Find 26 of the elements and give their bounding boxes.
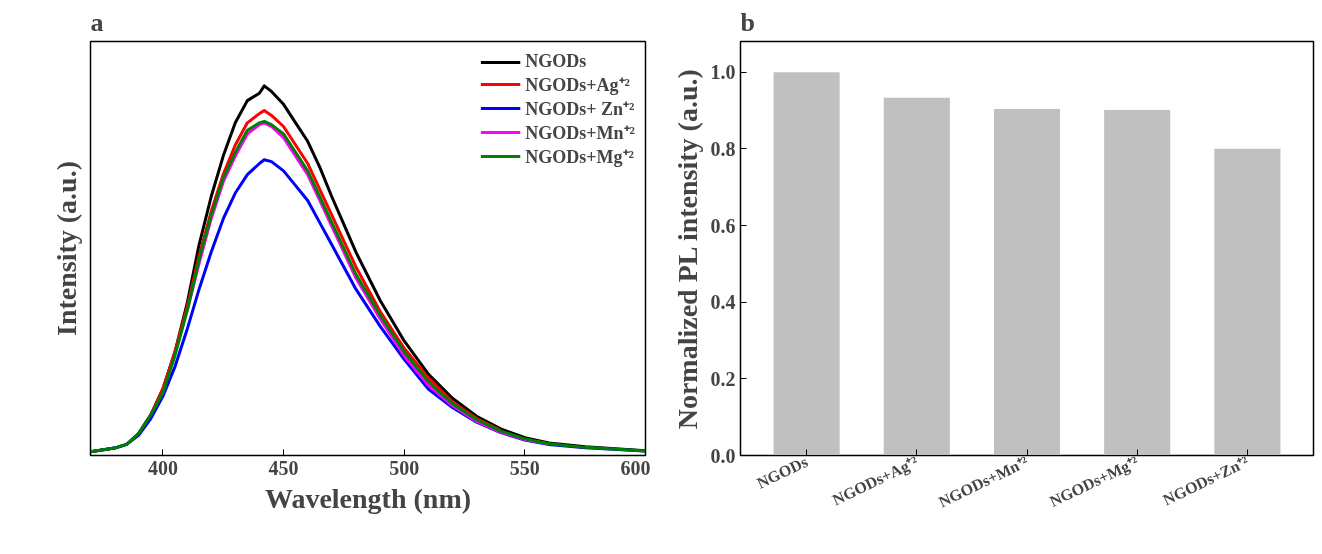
legend-label: NGODs xyxy=(525,51,587,72)
x-tick-label: 550 xyxy=(509,456,540,479)
bar xyxy=(773,72,840,456)
chart-title: a xyxy=(90,7,104,37)
y-tick-label: 0.4 xyxy=(710,291,736,314)
y-tick-label: 1.0 xyxy=(710,61,736,84)
x-tick-label: 500 xyxy=(389,456,420,479)
y-tick-label: 0.2 xyxy=(710,367,736,390)
y-tick-label: 0.8 xyxy=(710,137,736,160)
chart-title: b xyxy=(740,7,755,37)
legend-label: NGODs+Mn⁺² xyxy=(525,122,635,144)
bar xyxy=(1214,148,1281,456)
x-axis-title: Wavelength (nm) xyxy=(264,482,472,514)
bar xyxy=(993,108,1061,456)
y-tick-label: 0.6 xyxy=(710,214,736,237)
y-axis-title: Normalized PL intensity (a.u.) xyxy=(671,69,703,430)
legend-label: NGODs+Ag⁺² xyxy=(525,74,630,96)
legend-label: NGODs+ Zn⁺² xyxy=(525,98,635,120)
legend-label: NGODs+Mg⁺² xyxy=(525,146,634,168)
x-tick-label: 600 xyxy=(620,456,651,479)
y-tick-label: 0.0 xyxy=(710,444,736,467)
x-tick-label: 450 xyxy=(268,456,299,479)
bar xyxy=(883,97,950,456)
bar xyxy=(1104,110,1171,456)
y-axis-title: Intensity (a.u.) xyxy=(50,160,82,337)
x-tick-label: 400 xyxy=(147,456,178,479)
